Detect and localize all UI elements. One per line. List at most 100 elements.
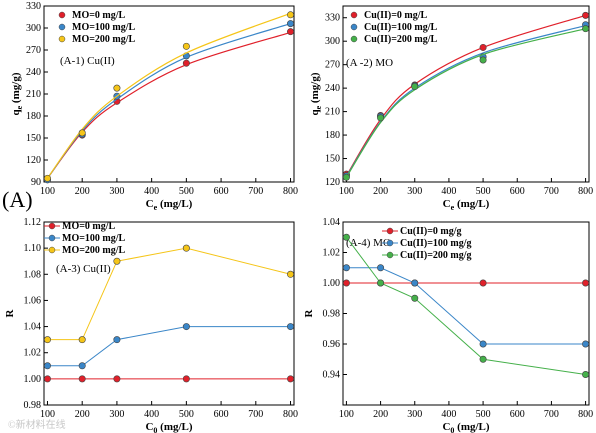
y-tick-label: 90 [31,177,41,188]
data-point [113,375,121,383]
panel-title: (A-3) Cu(II) [56,263,111,275]
panel-title: (A-1) Cu(II) [60,55,115,67]
y-tick-label: 1.04 [24,322,42,333]
x-axis-label: C0 (mg/L) [442,421,489,433]
y-tick-label: 120 [26,155,41,166]
y-tick-label: 180 [26,111,41,122]
legend-marker [58,11,66,19]
x-tick-label: 400 [441,186,456,197]
plot-frame [43,221,295,406]
data-point [182,375,190,383]
y-axis-label: qe (mg/g) [309,72,323,115]
data-point [411,279,419,287]
y-tick-label: 240 [325,83,340,94]
legend-label: MO=200 mg/L [72,34,136,45]
fit-curve [345,28,586,178]
data-point [287,323,295,331]
x-tick-label: 400 [144,409,159,420]
legend-label: Cu(II)=0 mg/g [400,226,462,237]
x-tick-label: 700 [544,186,559,197]
data-point [78,129,86,137]
x-tick-label: 600 [214,409,229,420]
data-point [182,323,190,331]
x-tick-label: 300 [109,409,124,420]
fit-curve [46,31,291,179]
x-tick-label: 100 [339,186,354,197]
y-tick-label: 1.02 [323,248,341,259]
y-tick-label: 270 [325,60,340,71]
data-point [43,362,51,370]
y-tick-label: 1.12 [24,217,42,228]
y-axis-label: qe (mg/g) [10,72,24,115]
x-tick-label: 100 [40,409,55,420]
legend-marker [58,23,66,31]
x-tick-label: 600 [510,186,525,197]
y-tick-label: 1.08 [24,269,42,280]
legend-marker [48,246,56,254]
y-tick-label: 1.00 [323,278,341,289]
data-point [78,375,86,383]
data-point [479,340,487,348]
x-axis-label: Ce (mg/L) [443,198,490,212]
data-point [582,25,590,33]
data-point [43,375,51,383]
y-tick-label: 150 [26,133,41,144]
data-point [43,174,51,182]
legend-label: Cu(II)=200 mg/g [400,250,472,261]
data-point [479,43,487,51]
data-point [411,83,419,91]
x-tick-label: 500 [179,409,194,420]
legend-label: MO=0 mg/L [62,221,116,232]
x-tick-label: 600 [510,409,525,420]
legend-label: Cu(II)=100 mg/L [364,22,438,33]
data-point [342,279,350,287]
x-tick-label: 800 [283,186,298,197]
y-axis-label: R [303,308,315,317]
data-point [43,336,51,344]
chart-panel-a3: 100 200 300 400 500 600 700 800 0.98 1.00 1.02 1.04… [4,217,298,433]
figure-label: (A) [2,187,33,212]
y-tick-label: 180 [325,130,340,141]
y-tick-label: 1.04 [323,217,341,228]
y-tick-label: 150 [325,154,340,165]
data-point [113,257,121,265]
x-tick-label: 800 [283,409,298,420]
series-line [47,247,291,341]
x-axis-label: C0 (mg/L) [145,421,192,433]
data-point [582,279,590,287]
fit-curve [46,12,291,179]
fit-curve [46,23,291,179]
x-tick-label: 700 [248,409,263,420]
legend-marker [48,234,56,242]
legend-marker [350,23,358,31]
legend-marker [386,239,394,247]
y-tick-label: 0.96 [323,339,341,350]
data-point [113,84,121,92]
data-point [182,244,190,252]
data-point [582,370,590,378]
series-line [346,267,586,345]
legend-marker [350,11,358,19]
data-point [342,233,350,241]
legend-marker [386,251,394,259]
data-point [582,11,590,19]
data-point [287,11,295,19]
legend-marker [386,227,394,235]
x-tick-label: 800 [578,409,593,420]
y-tick-label: 1.02 [24,348,42,359]
plot-frame [342,5,590,183]
x-tick-label: 200 [75,186,90,197]
data-point [377,279,385,287]
data-point [287,270,295,278]
x-tick-label: 500 [179,186,194,197]
y-tick-label: 1.10 [24,243,42,254]
x-tick-label: 400 [144,186,159,197]
y-tick-label: 210 [26,89,41,100]
data-point [582,340,590,348]
data-point [182,59,190,67]
chart-panel-a2: 100 200 300 400 500 600 700 800 120 150 180 210 240 2… [309,5,593,212]
y-tick-label: 0.94 [323,370,341,381]
y-tick-label: 330 [26,1,41,12]
y-tick-label: 210 [325,107,340,118]
